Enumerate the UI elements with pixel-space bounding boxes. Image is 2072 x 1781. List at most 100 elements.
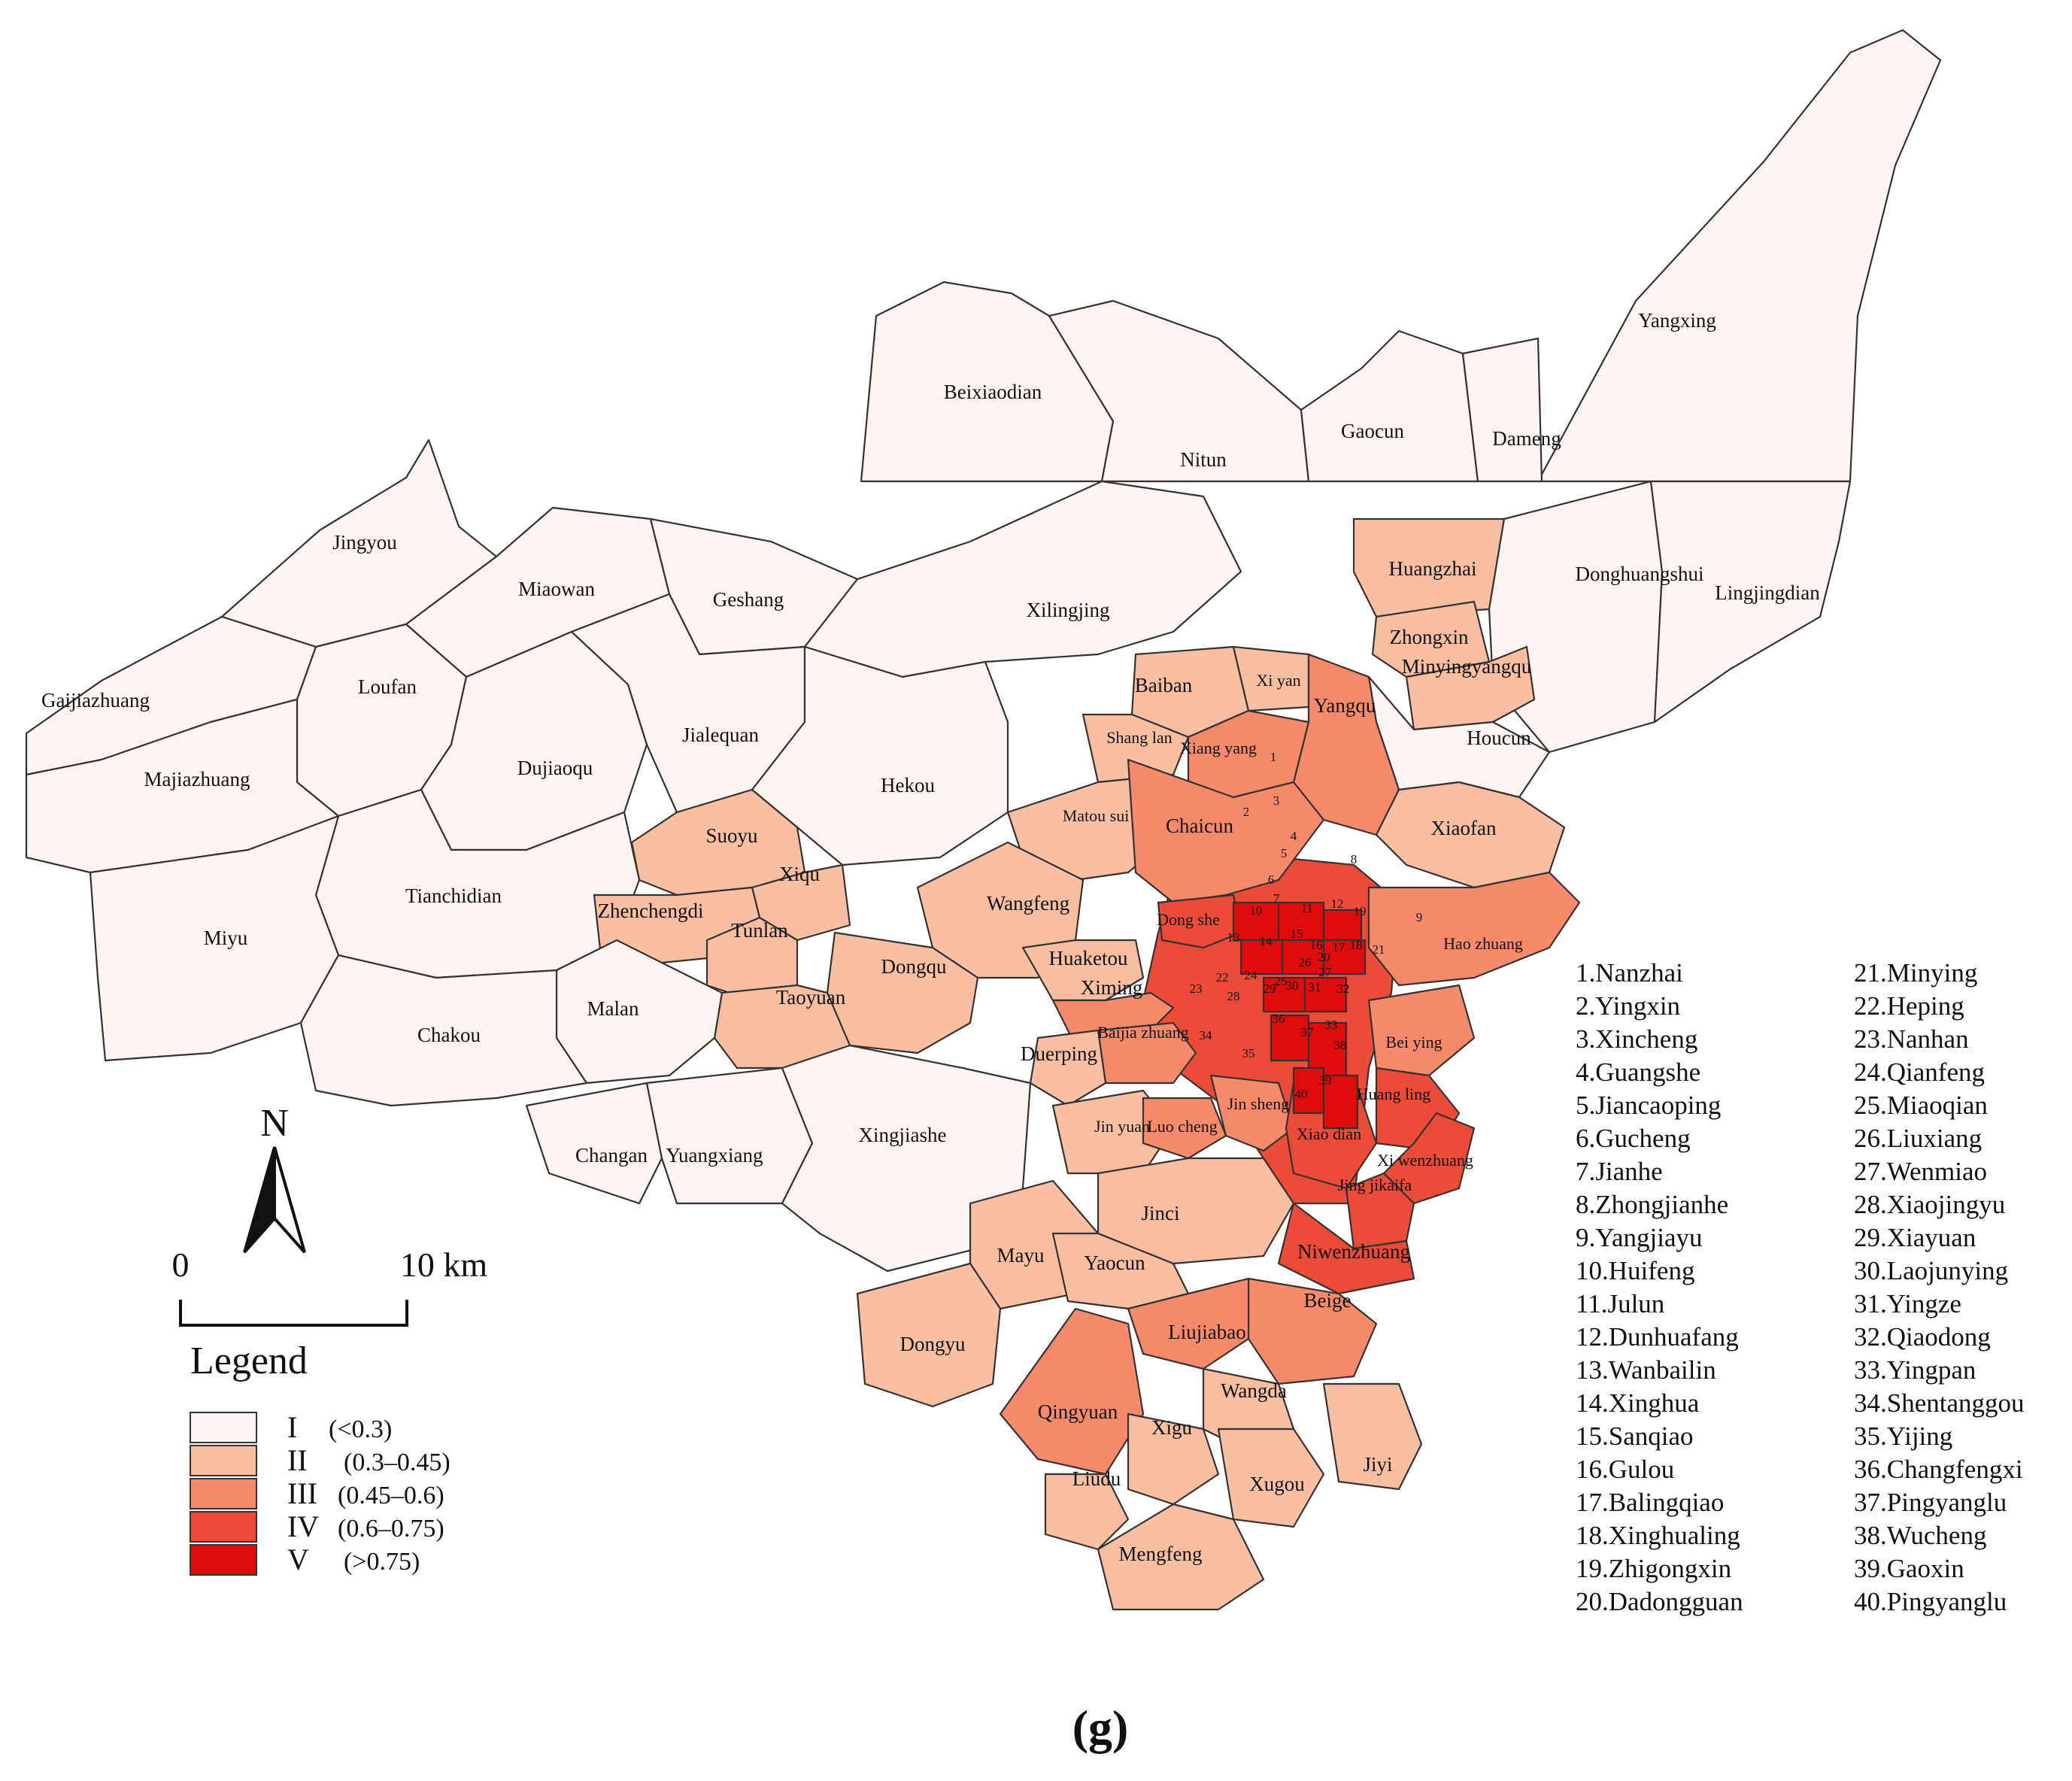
region-label-matou-sui: Matou sui xyxy=(1063,806,1130,825)
region-label-shang-lan: Shang lan xyxy=(1106,728,1172,747)
region-label-xiao-dian: Xiao dian xyxy=(1297,1124,1361,1143)
subdistrict-number: 4 xyxy=(1291,829,1297,843)
urban-cell xyxy=(1239,939,1284,975)
region-label-miyu: Miyu xyxy=(204,927,248,949)
index-entry: 33.Yingpan xyxy=(1854,1355,1976,1385)
region-changan xyxy=(525,1082,663,1205)
legend-range: (<0.3) xyxy=(329,1415,392,1443)
region-xilingjing xyxy=(803,480,1242,678)
region-qingyuan xyxy=(999,1307,1145,1476)
subdistrict-number: 16 xyxy=(1310,938,1323,952)
region-label-niwenzhuang: Niwenzhuang xyxy=(1297,1240,1410,1263)
region-label-huangzhai: Huangzhai xyxy=(1389,557,1477,580)
region-label-loufan: Loufan xyxy=(358,675,417,698)
index-entry: 32.Qiaodong xyxy=(1854,1322,1991,1352)
region-bei-ying xyxy=(1367,984,1476,1077)
region-malan xyxy=(555,939,724,1085)
index-entry: 37.Pingyanglu xyxy=(1854,1488,2007,1517)
subdistrict-number: 34 xyxy=(1200,1028,1213,1042)
subdistrict-number: 19 xyxy=(1354,904,1367,918)
legend-class: V xyxy=(287,1543,309,1576)
legend-swatch xyxy=(190,1511,257,1543)
region-label-yuangxiang: Yuangxiang xyxy=(666,1144,763,1167)
region-label-beige: Beige xyxy=(1304,1289,1352,1312)
region-label-malan: Malan xyxy=(587,997,639,1020)
region-xigu xyxy=(1127,1412,1220,1506)
legend-class: III xyxy=(287,1476,317,1510)
subdistrict-number: 28 xyxy=(1227,989,1240,1003)
index-entry: 31.Yingze xyxy=(1854,1289,1961,1318)
region-yuangxiang xyxy=(645,1066,814,1205)
region-label-dameng: Dameng xyxy=(1492,427,1561,450)
region-label-majiazhuang: Majiazhuang xyxy=(144,768,250,790)
subdistrict-number: 29 xyxy=(1264,982,1276,996)
subdistrict-number: 37 xyxy=(1301,1025,1315,1039)
urban-cell xyxy=(1322,1074,1359,1130)
index-entry: 28.Xiaojingyu xyxy=(1854,1190,2005,1219)
region-label-xigu: Xigu xyxy=(1151,1416,1193,1439)
index-entry: 6.Gucheng xyxy=(1576,1124,1691,1153)
subdistrict-number: 27 xyxy=(1319,965,1333,979)
region-label-hao-zhuang: Hao zhuang xyxy=(1443,934,1523,953)
legend-range: (0.6–0.75) xyxy=(338,1515,444,1543)
region-label-suoyu: Suoyu xyxy=(705,824,758,847)
region-label-dong-she: Dong she xyxy=(1157,910,1220,929)
region-label-tunlan: Tunlan xyxy=(731,919,788,942)
region-chaicun xyxy=(1127,758,1325,904)
region-label-lingjingdian: Lingjingdian xyxy=(1715,581,1820,604)
legend-range: (0.3–0.45) xyxy=(344,1449,451,1476)
region-label-qingyuan: Qingyuan xyxy=(1038,1400,1118,1423)
region-liujiabao xyxy=(1127,1277,1250,1370)
subdistrict-number: 18 xyxy=(1350,938,1363,952)
index-entry: 9.Yangjiayu xyxy=(1576,1223,1703,1252)
region-label-minyingyangqu: Minyingyangqu xyxy=(1402,655,1532,678)
subdistrict-number: 13 xyxy=(1227,930,1240,945)
index-entry: 15.Sanqiao xyxy=(1576,1421,1694,1451)
region-luo-cheng xyxy=(1142,1097,1227,1160)
region-label-xilingjing: Xilingjing xyxy=(1026,599,1109,621)
legend-swatch xyxy=(190,1412,257,1443)
subdistrict-number: 20 xyxy=(1318,950,1330,964)
index-entry: 20.Dadongguan xyxy=(1576,1587,1743,1616)
index-entry: 14.Xinghua xyxy=(1576,1388,1700,1418)
region-label-zhenchengdi: Zhenchengdi xyxy=(598,900,704,922)
urban-cell xyxy=(1322,939,1367,975)
region-label-jing-jikaifa: Jing jikaifa xyxy=(1338,1176,1412,1194)
subdistrict-number: 6 xyxy=(1268,872,1275,887)
index-entry: 13.Wanbailin xyxy=(1576,1355,1716,1385)
region-label-luo-cheng: Luo cheng xyxy=(1147,1117,1217,1136)
subdistrict-number: 39 xyxy=(1319,1073,1332,1088)
subdistrict-number: 33 xyxy=(1325,1018,1338,1032)
index-entry: 34.Shentanggou xyxy=(1854,1388,2025,1418)
subdistrict-number: 21 xyxy=(1373,942,1385,957)
subdistrict-number: 24 xyxy=(1245,968,1258,982)
region-label-nitun: Nitun xyxy=(1180,448,1227,471)
scale-end: 10 km xyxy=(400,1245,488,1284)
subdistrict-number: 26 xyxy=(1299,955,1312,969)
region-label-xi-wenzhuang: Xi wenzhuang xyxy=(1377,1151,1473,1170)
region-label-wangda: Wangda xyxy=(1221,1379,1287,1402)
region-label-dongyu: Dongyu xyxy=(900,1333,966,1355)
region-label-xi-yan: Xi yan xyxy=(1256,671,1300,690)
north-label: N xyxy=(260,1102,289,1145)
region-label-huaketou: Huaketou xyxy=(1049,947,1128,969)
legend-swatch xyxy=(190,1544,257,1576)
index-entry: 40.Pingyanglu xyxy=(1854,1587,2007,1616)
region-label-xingjiashe: Xingjiashe xyxy=(859,1124,947,1146)
subdistrict-number: 10 xyxy=(1250,903,1263,918)
index-entry: 8.Zhongjianhe xyxy=(1576,1190,1728,1219)
region-duerping xyxy=(1029,1029,1107,1107)
region-jin-sheng xyxy=(1209,1074,1295,1152)
subdistrict-number: 23 xyxy=(1190,982,1203,996)
north-arrow-icon xyxy=(273,1146,306,1254)
region-xugou xyxy=(1217,1428,1325,1528)
subdistrict-number: 30 xyxy=(1286,978,1299,993)
region-mengfeng xyxy=(1097,1503,1265,1611)
region-dameng xyxy=(1461,337,1543,483)
region-labels: Yangxing Beixiaodian Nitun Gaocun Dameng Jing… xyxy=(41,309,1820,1565)
subdistrict-number: 40 xyxy=(1295,1087,1308,1101)
subdistrict-number: 36 xyxy=(1273,1012,1285,1026)
